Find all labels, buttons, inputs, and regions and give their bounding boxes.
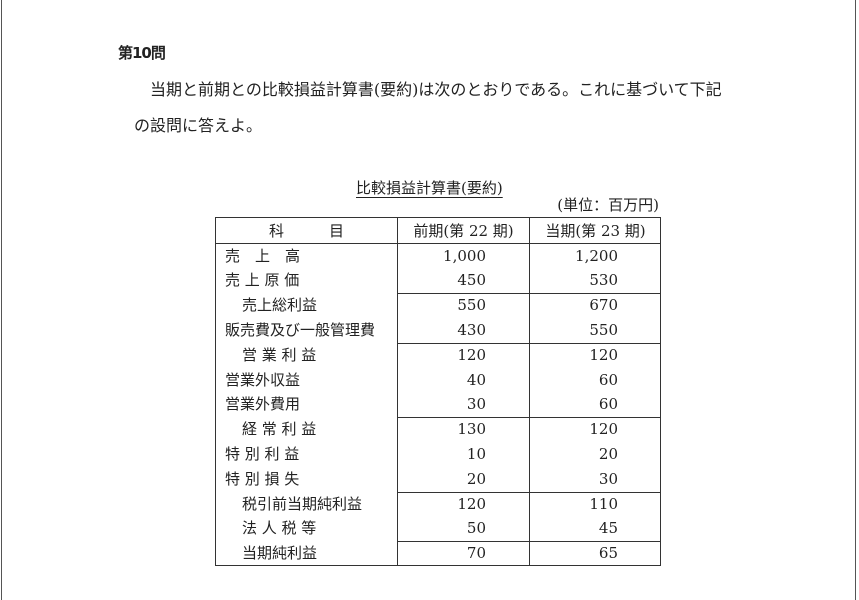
header-current-period: 当期(第 23 期) <box>545 222 646 240</box>
current-value: 65 <box>598 544 618 563</box>
previous-value: 450 <box>457 271 486 290</box>
unit-label: (単位：百万円) <box>557 196 659 214</box>
subtotal-rule <box>397 293 660 295</box>
current-value: 530 <box>589 271 618 290</box>
current-value: 30 <box>598 469 618 488</box>
previous-value: 70 <box>466 544 486 563</box>
current-value: 1,200 <box>575 246 618 265</box>
previous-value: 20 <box>466 469 486 488</box>
previous-value: 10 <box>466 444 486 463</box>
intro-line-2: の設問に答えよ。 <box>134 116 263 135</box>
table-row: 特 別 損 失 20 30 <box>216 467 660 492</box>
previous-value: 430 <box>457 320 486 339</box>
table-row: 売 上 高 1,000 1,200 <box>216 244 660 269</box>
question-title: 第10問 <box>118 44 166 62</box>
table-row: 経 常 利 益 130 120 <box>216 417 660 442</box>
current-value: 60 <box>598 395 618 414</box>
subtotal-rule <box>397 491 660 493</box>
income-statement-table: 科 目 前期(第 22 期) 当期(第 23 期) 売 上 高 1,000 1,20… <box>215 217 661 566</box>
table-row: 特 別 利 益 10 20 <box>216 442 660 467</box>
previous-value: 40 <box>466 370 486 389</box>
previous-value: 30 <box>466 395 486 414</box>
row-label: 特 別 損 失 <box>225 469 300 488</box>
row-label: 営 業 利 益 <box>242 345 317 364</box>
subtotal-rule <box>397 417 660 419</box>
table-row: 売上総利益 550 670 <box>216 293 660 318</box>
row-label: 税引前当期純利益 <box>242 494 363 513</box>
subtotal-rule <box>397 541 660 543</box>
current-value: 20 <box>598 444 618 463</box>
page-left-edge <box>1 0 2 600</box>
row-label: 売上総利益 <box>242 296 318 315</box>
header-account: 科 目 <box>268 222 344 240</box>
table-row: 当期純利益 70 65 <box>216 541 660 566</box>
header-divider <box>216 243 660 244</box>
current-value: 45 <box>598 519 618 538</box>
previous-value: 120 <box>457 345 486 364</box>
table-title: 比較損益計算書(要約) <box>356 179 503 197</box>
current-value: 120 <box>589 420 618 439</box>
table-row: 売 上 原 価 450 530 <box>216 268 660 293</box>
previous-value: 1,000 <box>443 246 486 265</box>
column-divider <box>529 218 530 565</box>
table-row: 税引前当期純利益 120 110 <box>216 492 660 517</box>
row-label: 当期純利益 <box>242 544 318 563</box>
table-row: 営業外費用 30 60 <box>216 392 660 417</box>
header-previous-period: 前期(第 22 期) <box>413 222 514 240</box>
intro-line-1: 当期と前期との比較損益計算書(要約)は次のとおりである。これに基づいて下記 <box>150 80 722 99</box>
table-row: 営 業 利 益 120 120 <box>216 343 660 368</box>
page-right-edge <box>855 0 856 600</box>
row-label: 販売費及び一般管理費 <box>225 320 376 339</box>
previous-value: 550 <box>457 296 486 315</box>
table-row: 営業外収益 40 60 <box>216 368 660 393</box>
row-label: 特 別 利 益 <box>225 444 300 463</box>
row-label: 営業外費用 <box>225 395 301 414</box>
table-row: 販売費及び一般管理費 430 550 <box>216 318 660 343</box>
previous-value: 130 <box>457 420 486 439</box>
row-label: 売 上 原 価 <box>225 271 300 290</box>
current-value: 120 <box>589 345 618 364</box>
current-value: 670 <box>589 296 618 315</box>
current-value: 60 <box>598 370 618 389</box>
previous-value: 50 <box>466 519 486 538</box>
column-divider <box>397 218 398 565</box>
previous-value: 120 <box>457 494 486 513</box>
current-value: 550 <box>589 320 618 339</box>
subtotal-rule <box>397 342 660 344</box>
row-label: 法 人 税 等 <box>242 519 317 538</box>
current-value: 110 <box>589 494 618 513</box>
row-label: 売 上 高 <box>225 246 301 265</box>
row-label: 経 常 利 益 <box>242 420 317 439</box>
table-row: 法 人 税 等 50 45 <box>216 516 660 541</box>
row-label: 営業外収益 <box>225 370 301 389</box>
